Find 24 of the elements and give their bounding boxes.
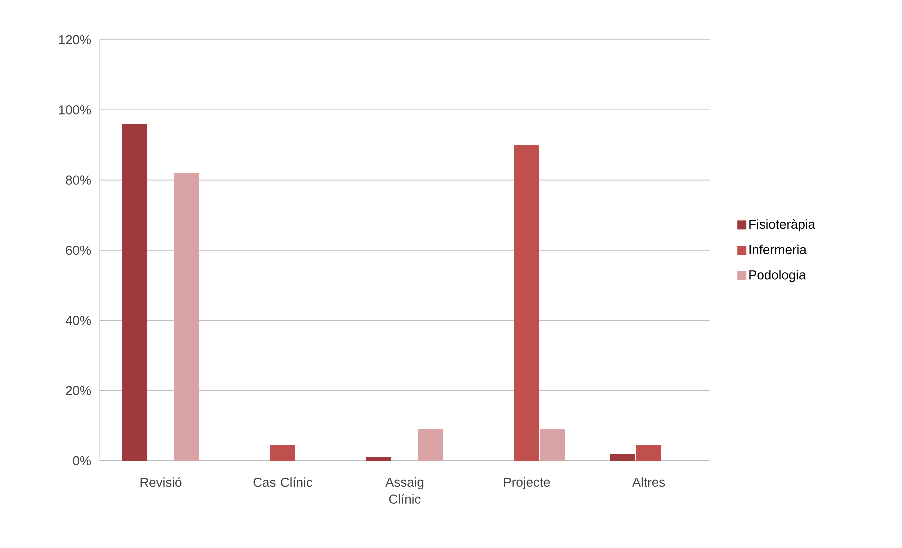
bar — [122, 124, 148, 461]
bar — [174, 173, 200, 461]
x-tick-label: Assaig Clínic — [386, 477, 424, 504]
bar — [418, 429, 444, 461]
y-tick-label: 0% — [73, 456, 92, 466]
bar — [636, 445, 662, 461]
y-tick-label: 80% — [66, 176, 92, 185]
x-tick-label: Altres — [632, 477, 666, 488]
bar — [514, 145, 540, 461]
bar — [610, 454, 636, 461]
bar — [270, 445, 296, 461]
x-tick-label: Revisió — [140, 478, 182, 488]
y-tick-label: 40% — [66, 316, 92, 326]
y-tick-label: 100% — [59, 106, 92, 115]
legend-label: Infermeria — [750, 244, 807, 254]
legend-label: Podologia — [750, 270, 806, 282]
y-tick-label: 20% — [66, 386, 92, 396]
bar — [540, 429, 566, 461]
y-tick-label: 60% — [66, 246, 92, 256]
y-tick-label: 120% — [59, 35, 92, 45]
x-tick-label: Projecte — [504, 477, 550, 490]
legend-label: Fisioteràpia — [750, 219, 816, 232]
bar — [366, 457, 392, 461]
x-tick-label: Cas Clínic — [254, 478, 313, 488]
